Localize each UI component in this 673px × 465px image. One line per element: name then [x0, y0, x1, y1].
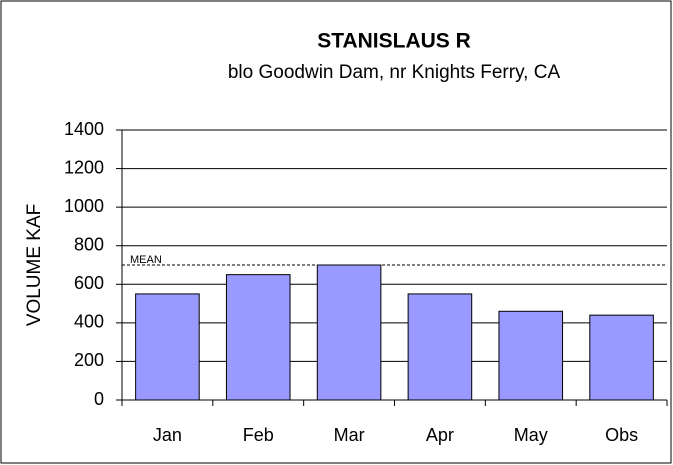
y-tick-label: 1000	[64, 196, 104, 216]
y-axis-label: VOLUME KAF	[24, 204, 45, 326]
y-tick-label: 1400	[64, 119, 104, 139]
bar	[316, 264, 382, 401]
x-tick-label: Mar	[334, 425, 365, 445]
y-tick-label: 200	[74, 350, 104, 370]
x-tick-label: Jan	[153, 425, 182, 445]
y-tick-label: 400	[74, 312, 104, 332]
x-tick-label: May	[514, 425, 548, 445]
x-tick-label: Apr	[426, 425, 454, 445]
y-tick-label: 0	[94, 389, 104, 409]
x-tick-label: Feb	[243, 425, 274, 445]
bar	[135, 293, 200, 401]
chart-subtitle: blo Goodwin Dam, nr Knights Ferry, CA	[228, 62, 561, 83]
bar	[407, 293, 473, 401]
bar	[498, 310, 564, 401]
y-tick-label: 600	[74, 273, 104, 293]
y-tick-label: 1200	[64, 157, 104, 177]
mean-label: MEAN	[130, 254, 162, 266]
chart-title: STANISLAUS R	[317, 30, 471, 53]
x-tick-label: Obs	[605, 425, 638, 445]
bar	[589, 314, 654, 401]
y-tick-label: 800	[74, 234, 104, 254]
bar	[225, 274, 291, 401]
